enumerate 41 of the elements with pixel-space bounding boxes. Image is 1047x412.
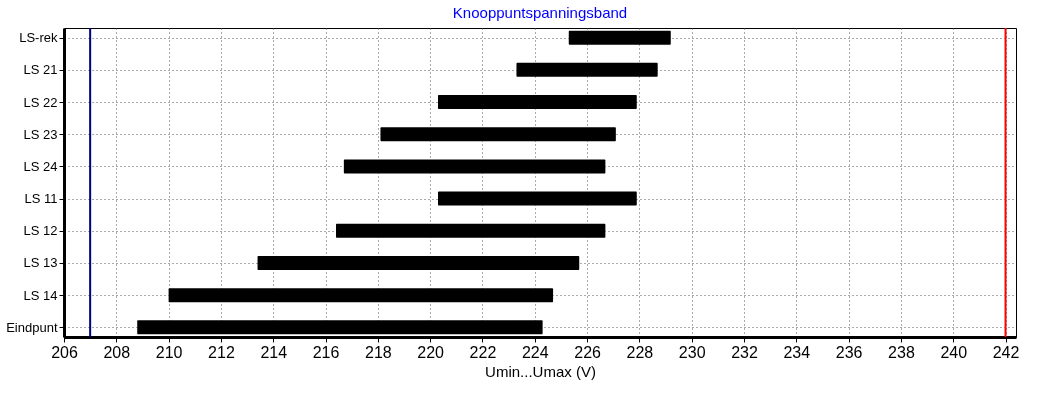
x-tick-label: 232 — [731, 343, 758, 361]
x-tick-label: 240 — [940, 343, 968, 361]
bar — [380, 127, 616, 142]
x-tick-label: 216 — [312, 343, 340, 361]
bar — [516, 62, 658, 77]
x-tick-label: 212 — [208, 343, 235, 361]
x-tick-label: 218 — [364, 343, 392, 361]
x-tick-label: 242 — [992, 343, 1020, 361]
x-tick-label: 220 — [417, 343, 445, 361]
bar — [438, 95, 637, 110]
bar — [257, 255, 580, 270]
chart-title: Knooppuntspanningsband — [452, 4, 628, 21]
x-tick-label: 210 — [155, 343, 183, 361]
x-tick-label: 234 — [783, 343, 811, 361]
bar — [343, 159, 606, 174]
y-tick-label: LS 14 — [23, 287, 58, 303]
x-tick-label: 222 — [469, 343, 497, 361]
y-tick-label: Eindpunt — [6, 319, 58, 335]
x-axis-title: Umin...Umax (V) — [485, 362, 596, 380]
bar — [137, 320, 543, 335]
y-tick-label: LS 23 — [23, 126, 58, 142]
x-tick-label: 238 — [888, 343, 915, 361]
x-tick-label: 236 — [835, 343, 863, 361]
x-tick-label: 226 — [574, 343, 602, 361]
x-tick-label: 214 — [260, 343, 288, 361]
bar — [438, 191, 637, 206]
bar — [168, 288, 554, 303]
x-tick-label: 206 — [51, 343, 78, 361]
y-tick-label: LS 11 — [24, 191, 58, 207]
y-tick-label: LS 22 — [23, 94, 58, 110]
bar — [336, 223, 606, 238]
y-tick-label: LS 12 — [23, 223, 58, 239]
y-tick-label: LS 13 — [23, 255, 58, 271]
y-tick-label: LS 21 — [23, 62, 58, 78]
x-tick-label: 208 — [103, 343, 131, 361]
y-tick-label: LS 24 — [23, 158, 58, 174]
x-tick-label: 230 — [678, 343, 706, 361]
y-tick-label: LS-rek — [19, 30, 58, 46]
x-tick-label: 228 — [626, 343, 654, 361]
x-tick-label: 224 — [521, 343, 549, 361]
bar — [568, 30, 671, 45]
